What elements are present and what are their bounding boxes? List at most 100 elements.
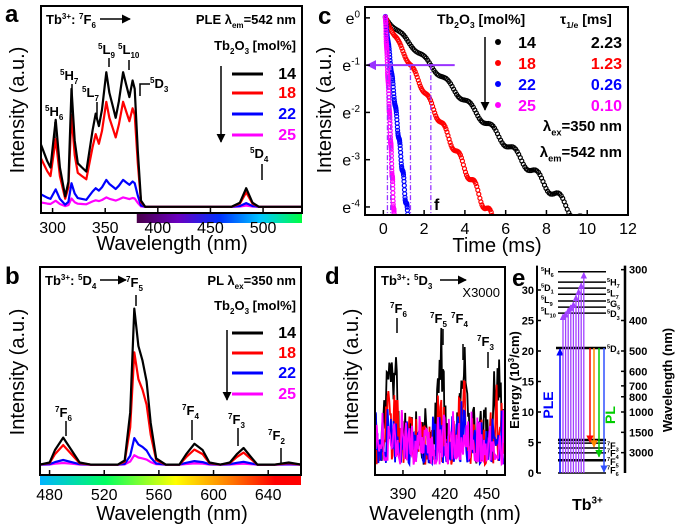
peak-label-5D3: 5D3: [150, 76, 169, 94]
peak-label-5D3-part: 5: [150, 76, 155, 85]
level-label-left-part: 5: [541, 296, 544, 302]
mode-label-part: PLE λ: [196, 12, 233, 27]
panel-letter-c: c: [318, 3, 331, 30]
level-label-right-part: F: [610, 441, 616, 451]
peak-label-7F4-part: F: [186, 403, 194, 418]
data-point: [401, 51, 407, 57]
transition-header-part: 3+: [397, 273, 406, 282]
plot-frame: [39, 266, 302, 476]
data-point: [573, 216, 577, 220]
data-point: [391, 90, 397, 97]
y-axis-label: Intensity (a.u.): [7, 47, 29, 174]
series-line-18: [39, 351, 302, 466]
data-point: [432, 110, 438, 116]
peak-label-7F4-part: F: [455, 311, 463, 326]
x-tick-label: 640: [255, 487, 282, 504]
level-label-right-part: 5: [607, 278, 610, 284]
peak-label-5D4-part: 5: [250, 146, 255, 155]
peak-label-5H6-part: H: [49, 104, 58, 119]
data-point: [400, 48, 406, 54]
y-tick-label: 5: [528, 438, 534, 450]
transition-header-part: D: [419, 273, 428, 288]
x-tick-label: 560: [146, 487, 173, 504]
tau-title-part: [ms]: [578, 11, 611, 27]
x-tick-label: 300: [39, 220, 66, 237]
series-line-14: [39, 71, 302, 208]
tau-title-part: 1/e: [566, 20, 578, 30]
ion-label-part: Tb: [572, 497, 592, 514]
y-tick-label: 20: [522, 346, 534, 358]
level-label-left-part: D: [544, 283, 551, 293]
data-point: [401, 182, 407, 189]
data-point: [383, 20, 389, 26]
transition-header-part: :: [70, 273, 78, 288]
data-point: [387, 112, 393, 118]
data-point: [395, 127, 401, 133]
peak-label-5D4-part: D: [254, 146, 263, 161]
y-axis-label: Intensity (a.u.): [7, 309, 29, 436]
data-point: [397, 140, 403, 146]
level-label-right: 5D3: [607, 309, 620, 322]
data-point: [491, 217, 495, 221]
peak-label-7F6-part: 6: [402, 310, 407, 319]
legend-label-22: 22: [278, 365, 296, 382]
level-label-right-part: D: [610, 309, 617, 319]
plot-frame: [40, 5, 303, 214]
decay-scatter: [382, 13, 584, 225]
data-point: [383, 28, 389, 34]
data-point: [489, 212, 495, 215]
data-point: [401, 187, 408, 193]
data-point: [397, 138, 403, 144]
x-tick-label: 6: [501, 221, 510, 238]
peak-label-7F5: 7F5: [126, 275, 143, 293]
data-point: [398, 161, 404, 167]
peak-label-7F5-part: 5: [442, 320, 447, 329]
level-label-left-part: 5: [541, 267, 544, 273]
data-point: [384, 55, 390, 61]
peak-label-5L9-part: L: [102, 42, 110, 57]
energy-axis-label-part: /cm): [507, 331, 522, 358]
y-tick-label: e-3: [342, 151, 360, 169]
y-tick-label-part: e: [342, 200, 351, 217]
transition-header-part: 3: [428, 282, 433, 291]
level-label-right-part: 3: [616, 448, 619, 454]
legend-label-25: 25: [278, 127, 296, 144]
y-tick-label-part: e: [342, 153, 351, 170]
peak-label-5L10-part: 10: [130, 51, 139, 60]
legend-label-14: 14: [278, 325, 296, 342]
peak-label-5L10-part: 5: [118, 42, 123, 51]
peak-label-5L9-part: 9: [110, 51, 115, 60]
y-tick-label: e-4: [342, 199, 360, 217]
level-label-right: 5L7: [607, 288, 619, 301]
data-point: [462, 169, 469, 175]
peak-label-7F6-part: 7: [55, 405, 60, 414]
wl-tick-label: 3000: [629, 448, 653, 460]
level-label-right: 7F4: [607, 448, 620, 461]
data-point: [442, 123, 448, 130]
tau-title-part: τ: [560, 11, 567, 27]
series-14: [382, 15, 584, 220]
series-line-14: [39, 307, 302, 466]
x-tick-label: 12: [619, 221, 637, 238]
level-label-right-part: 4: [616, 455, 620, 461]
tau-title: τ1/e [ms]: [560, 11, 612, 30]
data-point: [390, 178, 396, 185]
data-point: [443, 126, 449, 132]
level-label-right-part: F: [610, 465, 616, 475]
excitation-wavelength-label-part: λ: [543, 118, 552, 135]
level-label-left-part: L: [544, 295, 550, 305]
level-label-right-part: L: [610, 288, 616, 298]
x-tick-label: 4: [460, 221, 469, 238]
data-point: [406, 221, 410, 225]
series-line-22: [40, 178, 302, 208]
transition-header: Tb3+: 7F6: [46, 12, 96, 30]
level-label-left: 5D1: [541, 283, 554, 296]
data-point: [384, 50, 390, 56]
data-point: [398, 42, 404, 49]
legend-label-18: 18: [278, 85, 296, 102]
data-point: [383, 34, 389, 40]
level-label-left-part: 9: [550, 302, 553, 308]
data-point: [447, 139, 453, 146]
wavelength-colorbar: [40, 476, 301, 485]
peak-label-7F6: 7F6: [390, 301, 407, 319]
